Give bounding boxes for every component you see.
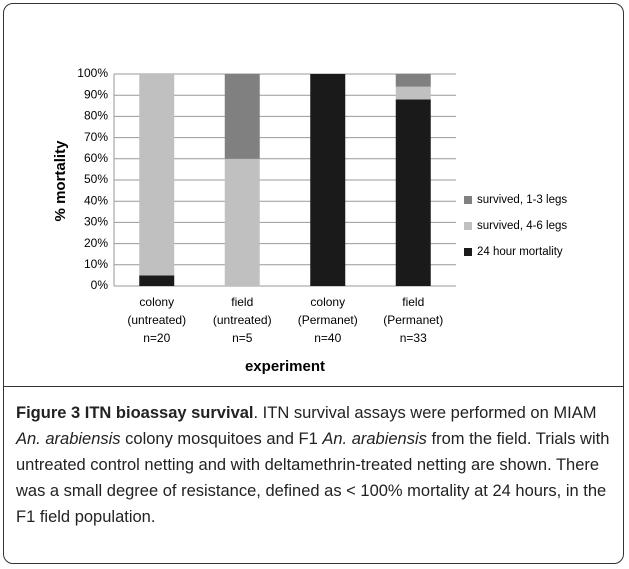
caption-text: . ITN survival assays were performed on … (253, 404, 597, 422)
x-tick-label: colony (310, 295, 345, 309)
legend-swatch (464, 196, 472, 204)
caption-title: Figure 3 ITN bioassay survival (16, 404, 254, 422)
x-tick-label: (Permanet) (298, 313, 358, 327)
bar-segment (224, 158, 260, 286)
y-tick-label: 40% (84, 193, 108, 207)
y-axis-title: % mortality (52, 140, 69, 222)
x-tick-label: n=20 (143, 331, 170, 345)
caption: Figure 3 ITN bioassay survival. ITN surv… (16, 400, 618, 530)
y-tick-label: 0% (91, 278, 109, 292)
x-tick-label: (untreated) (213, 313, 272, 327)
y-tick-label: 20% (84, 236, 108, 250)
bar-segment (139, 275, 175, 286)
y-tick-label: 60% (84, 151, 108, 165)
chart: % mortality experiment 0% 10% 20% 30% 40% 50%… (52, 66, 567, 375)
x-tick-label: (Permanet) (383, 313, 443, 327)
bar-segment (395, 99, 431, 286)
legend-label: survived, 1-3 legs (477, 194, 567, 206)
legend-swatch (464, 222, 472, 230)
caption-text: from the field. Trials with untreated co… (16, 430, 610, 526)
legend-swatch (464, 248, 472, 256)
legend-label: 24 hour mortality (477, 246, 563, 258)
x-tick-label: (untreated) (127, 313, 186, 327)
x-tick-label: colony (139, 295, 174, 309)
bar-segment (310, 74, 346, 286)
y-tick-label: 100% (77, 66, 108, 80)
legend-label: survived, 4-6 legs (477, 220, 567, 232)
bar-segment (224, 74, 260, 159)
y-tick-label: 70% (84, 130, 108, 144)
x-tick-label: field (231, 295, 253, 309)
y-tick-label: 50% (84, 172, 108, 186)
x-tick-label: field (402, 295, 424, 309)
bar-segment (395, 86, 431, 100)
x-tick-label: n=40 (314, 331, 341, 345)
y-tick-label: 90% (84, 87, 108, 101)
caption-text: An. arabiensis (16, 430, 121, 448)
y-tick-label: 30% (84, 215, 108, 229)
x-tick-label: n=33 (400, 331, 427, 345)
x-tick-label: n=5 (232, 331, 253, 345)
x-axis-title: experiment (245, 358, 325, 375)
caption-text: An. arabiensis (322, 430, 427, 448)
y-tick-label: 10% (84, 257, 108, 271)
caption-text: colony mosquitoes and F1 (120, 430, 323, 448)
bar-segment (395, 74, 431, 87)
figure-frame: % mortality experiment 0% 10% 20% 30% 40% 50%… (3, 3, 624, 564)
separator (4, 386, 623, 387)
bar-segment (139, 74, 175, 276)
y-tick-label: 80% (84, 109, 108, 123)
